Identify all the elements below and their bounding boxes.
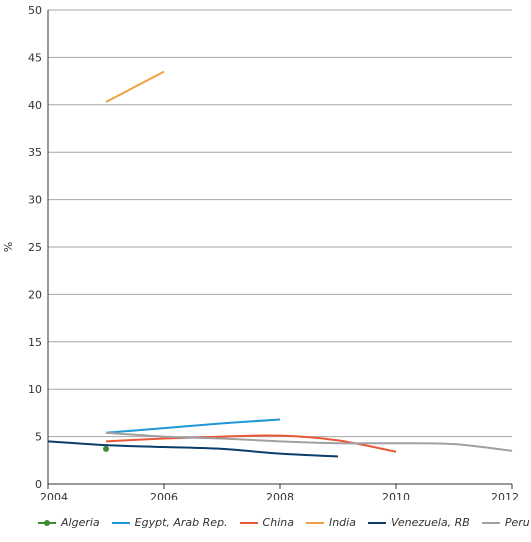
grid: [48, 9, 512, 438]
legend-item-india: India: [305, 516, 356, 529]
y-tick-labels: 0 5 10 15 20 25 30 35 40 45 50: [28, 4, 42, 491]
legend-label-china: China: [262, 516, 294, 529]
x-tick-label: 2010: [382, 491, 410, 500]
y-tick-label: 15: [28, 336, 42, 349]
legend: Algeria Egypt, Arab Rep. China India Venezue…: [38, 516, 531, 529]
series-line-venezuela-rb: [47, 440, 339, 458]
legend-label-india: India: [328, 516, 356, 529]
y-tick-label: 50: [28, 4, 42, 17]
y-tick-label: 40: [28, 99, 42, 112]
legend-swatch-egypt-arab-rep: [111, 517, 130, 529]
x-tick-label: 2006: [150, 491, 178, 500]
series-line-india: [105, 70, 165, 103]
legend-item-china: China: [239, 516, 294, 529]
y-tick-label: 35: [28, 146, 42, 159]
legend-swatch-india: [305, 517, 324, 529]
legend-item-venezuela-rb: Venezuela, RB: [367, 516, 470, 529]
y-tick-label: 45: [28, 51, 42, 64]
legend-swatch-china: [239, 517, 258, 529]
legend-swatch-venezuela-rb: [367, 517, 386, 529]
y-axis-label: %: [2, 242, 15, 252]
series-line-egypt-arab-rep: [105, 418, 281, 434]
x-tick-labels: 2004 2006 2008 2010 2012: [40, 491, 519, 500]
legend-swatch-peru: [481, 517, 500, 529]
y-tick-label: 10: [28, 383, 42, 396]
y-tick-label: 5: [35, 431, 42, 444]
legend-item-algeria: Algeria: [38, 516, 100, 529]
legend-item-peru: Peru: [481, 516, 530, 529]
legend-label-peru: Peru: [504, 516, 530, 529]
chart: 0 5 10 15 20 25 30 35 40 45 50 2004 2006 2008 2010 201…: [2, 4, 519, 500]
legend-label-egypt-arab-rep: Egypt, Arab Rep.: [134, 516, 228, 529]
legend-label-venezuela-rb: Venezuela, RB: [390, 516, 470, 529]
x-tick-label: 2004: [40, 491, 68, 500]
y-tick-label: 0: [35, 478, 42, 491]
y-tick-label: 25: [28, 241, 42, 254]
series-line-china: [105, 434, 397, 453]
series-group: [47, 70, 513, 458]
legend-label-algeria: Algeria: [61, 516, 100, 529]
y-tick-label: 30: [28, 194, 42, 207]
x-tick-label: 2008: [266, 491, 294, 500]
data-point-algeria: [103, 445, 109, 452]
series-line-peru: [105, 431, 513, 452]
legend-swatch-algeria: [38, 517, 56, 529]
axes: [47, 10, 513, 489]
x-tick-label: 2012: [491, 491, 519, 500]
legend-item-egypt-arab-rep: Egypt, Arab Rep.: [111, 516, 228, 529]
y-tick-label: 20: [28, 288, 42, 301]
